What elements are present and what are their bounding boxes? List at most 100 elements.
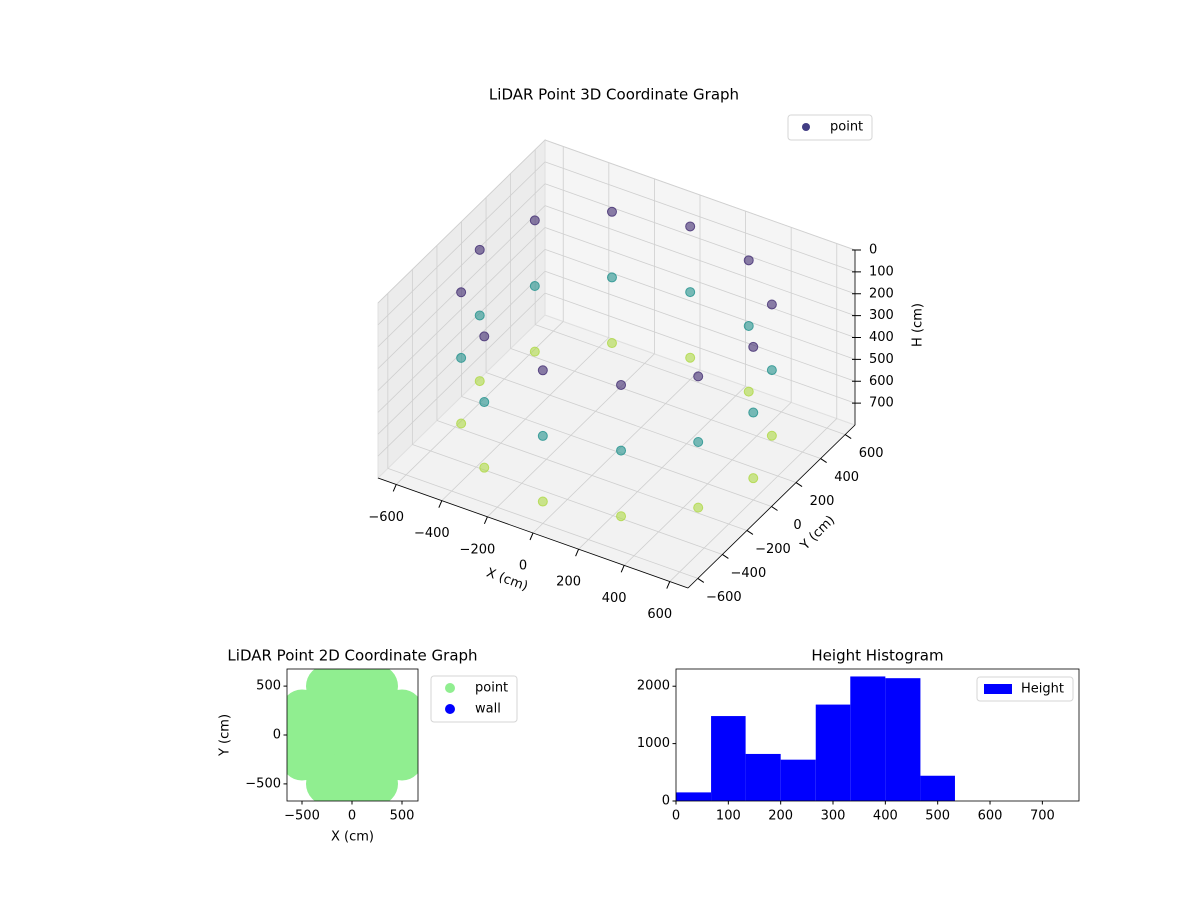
chart-histogram: 0 100 200 300 400 500 600 700 0 1000 2000 Height Hi… [637, 647, 1080, 824]
point [456, 352, 467, 363]
point [616, 445, 627, 456]
y-tick-label: 500 [256, 679, 281, 694]
y-tick [844, 434, 852, 440]
x-tick-label: 600 [647, 607, 672, 622]
y-axis-label: Y (cm) [797, 513, 838, 554]
legend-label: wall [475, 702, 501, 717]
x-tick-label: −200 [460, 542, 496, 557]
x-tick-label: 100 [716, 809, 741, 824]
grid-line [412, 444, 723, 555]
z-tick-label: 700 [869, 396, 894, 411]
y-tick-label: −500 [245, 776, 281, 791]
x-tick-label: 200 [768, 809, 793, 824]
grid-line [377, 205, 546, 369]
z-axis-label: H (cm) [911, 303, 926, 347]
y-tick [697, 577, 705, 583]
x-tick [529, 532, 534, 541]
chart-3d: −600−400−2000200400600−600−400−200020040… [368, 86, 925, 623]
grid-line [377, 249, 546, 413]
legend-marker [445, 704, 455, 714]
point [606, 338, 617, 349]
bar [815, 704, 851, 801]
x-tick-label: 0 [348, 809, 356, 824]
legend-marker [445, 683, 455, 693]
point [685, 287, 696, 298]
grid-line [387, 468, 698, 579]
legend-marker [802, 123, 810, 131]
plot-area [676, 676, 955, 801]
point [456, 418, 467, 429]
point [529, 215, 540, 226]
grid-line [377, 227, 546, 391]
chart-title: LiDAR Point 2D Coordinate Graph [227, 647, 477, 665]
y-tick [820, 458, 827, 463]
chart-2d: −500 0 500 −500 0 500 LiDAR Point 2D Coordinat… [218, 647, 518, 845]
y-tick [771, 506, 778, 511]
y-tick-label: 200 [810, 494, 835, 509]
point [356, 669, 398, 708]
point [616, 379, 627, 390]
point [529, 346, 540, 357]
x-tick-label: −400 [414, 526, 450, 541]
legend-box [787, 114, 873, 141]
x-tick-label: 700 [1030, 809, 1055, 824]
grid-line [544, 270, 856, 382]
y-tick-label: −600 [706, 590, 742, 605]
x-tick-label: 500 [925, 809, 950, 824]
point [748, 341, 759, 352]
point [606, 206, 617, 217]
point [537, 430, 548, 441]
plot-area [287, 669, 418, 801]
x-axis-line [377, 477, 689, 589]
point [685, 352, 696, 363]
legend-patch [984, 684, 1012, 694]
y-tick-label: 600 [859, 446, 884, 461]
z-tick-label: 300 [869, 308, 894, 323]
point [537, 365, 548, 376]
y-tick [722, 554, 729, 559]
point [766, 299, 777, 310]
grid-line [544, 227, 856, 338]
x-tick-label: 400 [873, 809, 898, 824]
chart-title: Height Histogram [811, 647, 943, 665]
x-tick-label: 400 [602, 591, 627, 606]
grid-line [377, 292, 546, 457]
point [685, 221, 696, 232]
point [693, 371, 704, 382]
point [616, 511, 627, 522]
y-tick-label: 0 [273, 728, 281, 743]
y-axis-line [687, 424, 856, 589]
y-tick-label: −200 [755, 542, 791, 557]
bar [850, 676, 886, 801]
bar [780, 759, 816, 801]
point [474, 376, 485, 387]
x-tick-label: 600 [978, 809, 1003, 824]
axes-frame [675, 668, 1080, 802]
point [743, 255, 754, 266]
x-tick-label: 300 [821, 809, 846, 824]
legend-box [976, 676, 1074, 702]
x-axis-label: X (cm) [331, 830, 374, 845]
grid-line [377, 270, 546, 435]
x-tick [575, 548, 580, 557]
x-tick [438, 500, 443, 508]
bar [711, 716, 746, 801]
point [474, 244, 485, 255]
legend-label: Height [1021, 682, 1064, 697]
grid-line [544, 248, 856, 360]
x-tick-label: 0 [519, 559, 527, 574]
point [529, 280, 540, 291]
grid-line [377, 161, 546, 326]
y-tick [746, 530, 754, 535]
x-tick [483, 516, 488, 525]
point [766, 430, 777, 441]
z-tick-label: 100 [869, 264, 894, 279]
y-tick-label: −400 [731, 566, 767, 581]
grid-line [485, 372, 797, 483]
x-tick [666, 581, 671, 589]
grid-line [436, 420, 748, 531]
y-tick-label: 0 [662, 794, 670, 809]
z-tick-label: 500 [869, 352, 894, 367]
point [474, 310, 485, 321]
